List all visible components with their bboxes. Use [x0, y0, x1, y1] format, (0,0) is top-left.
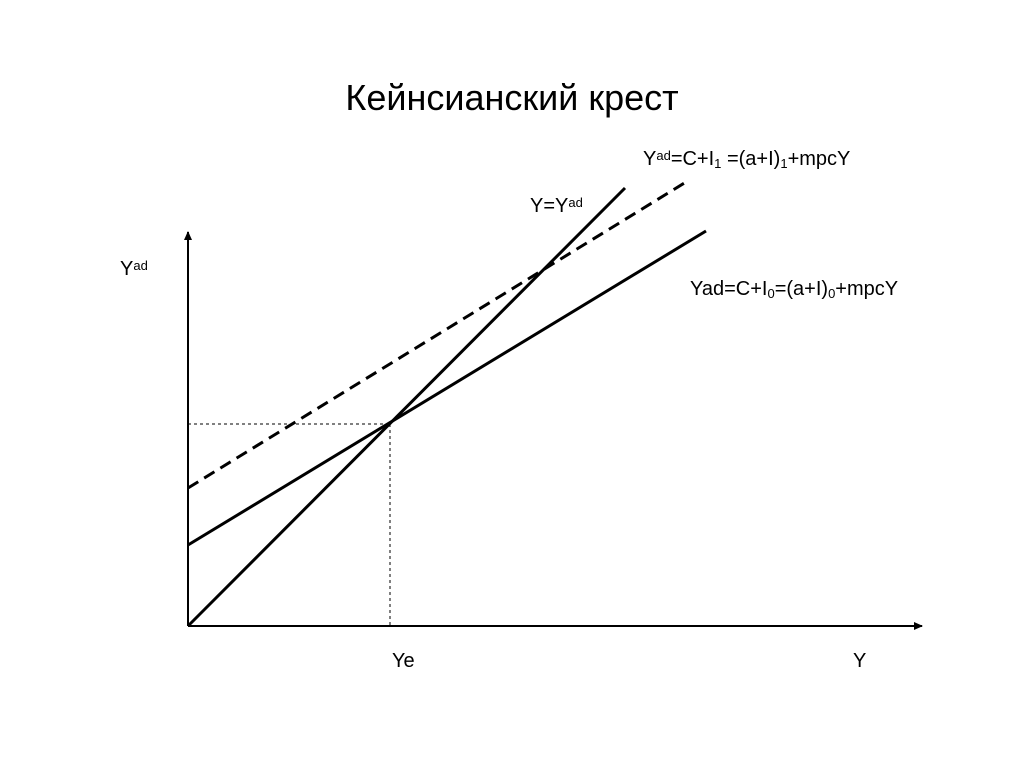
label-part: 1 [780, 156, 787, 171]
label-part: 0 [767, 286, 774, 301]
line-45 [186, 186, 627, 628]
label-part: Y [120, 258, 133, 280]
label-part: Y [643, 148, 656, 170]
ad-line-1 [187, 180, 687, 490]
label-part: Y [853, 650, 866, 672]
label-part: ad [568, 195, 582, 210]
label: Y [853, 650, 866, 672]
label: Ye [392, 650, 415, 672]
label-part: =C+I [671, 148, 714, 170]
label-part: =(a+I) [775, 278, 828, 300]
label-part: Ye [392, 650, 415, 672]
label-part: ad [133, 258, 147, 273]
title: Кейнсианский крест [345, 77, 678, 118]
label-part: =(a+I) [721, 148, 780, 170]
label-part: ad [656, 148, 670, 163]
label: Yad=C+I0=(a+I)0+mpcY [690, 278, 898, 301]
label: Yad=C+I1 =(a+I)1+mpcY [643, 148, 850, 171]
label-part: 0 [828, 286, 835, 301]
label-part: Yad=C+I [690, 278, 767, 300]
label-part: 1 [714, 156, 721, 171]
label-part: Y=Y [530, 195, 568, 217]
label-part: +mpcY [835, 278, 898, 300]
ad-line-0 [187, 229, 707, 547]
label: Yad [120, 258, 148, 280]
label-part: +mpcY [788, 148, 851, 170]
label: Y=Yad [530, 195, 583, 217]
